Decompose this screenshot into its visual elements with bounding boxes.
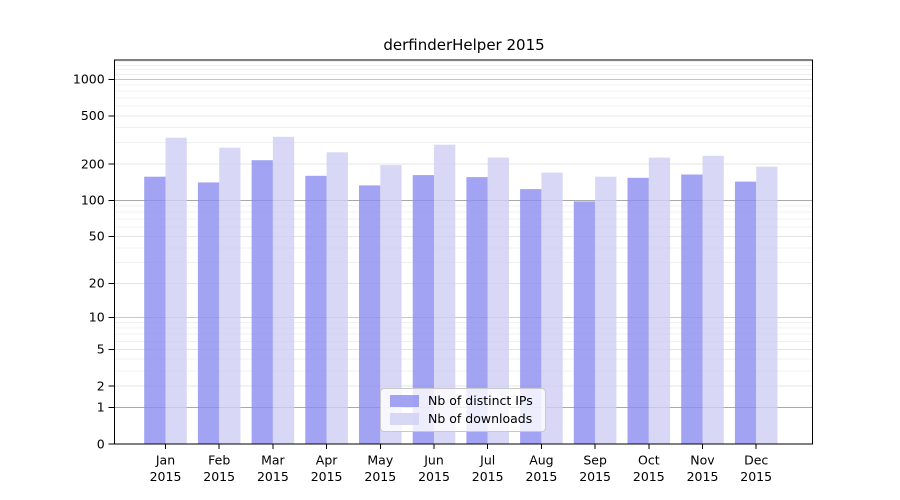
x-tick-label-year-dec: 2015 — [740, 469, 772, 484]
y-tick-label-10: 10 — [89, 310, 105, 325]
y-tick-label-20: 20 — [89, 276, 105, 291]
x-tick-label-month-feb: Feb — [208, 453, 230, 468]
bar-downloads-may — [380, 165, 402, 444]
bar-downloads-nov — [702, 155, 724, 445]
plot-border — [114, 59, 814, 445]
x-tick-label-year-sep: 2015 — [579, 469, 611, 484]
x-tick-label-year-aug: 2015 — [525, 469, 557, 484]
x-tick-label-month-jun: Jun — [423, 453, 444, 468]
bar-downloads-mar — [272, 136, 295, 445]
x-tick-label-month-nov: Nov — [690, 453, 715, 468]
x-tick-label-year-feb: 2015 — [203, 469, 235, 484]
bar-downloads-aug — [541, 172, 563, 444]
x-tick-label-month-sep: Sep — [583, 453, 607, 468]
x-tick-label-month-may: May — [367, 453, 393, 468]
bar-distinct-ips-aug — [520, 189, 542, 444]
bar-downloads-jun — [434, 144, 456, 444]
bar-downloads-feb — [219, 147, 241, 444]
legend: Nb of distinct IPs Nb of downloads — [380, 388, 546, 432]
x-tick-label-year-mar: 2015 — [257, 469, 289, 484]
x-tick-label-month-aug: Aug — [529, 453, 553, 468]
x-tick-label-month-oct: Oct — [638, 453, 660, 468]
bar-distinct-ips-jul — [466, 177, 488, 444]
bar-distinct-ips-mar — [251, 160, 273, 444]
x-tick-label-month-apr: Apr — [316, 453, 338, 468]
x-tick-label-month-dec: Dec — [744, 453, 768, 468]
x-tick-label-year-jul: 2015 — [472, 469, 504, 484]
x-tick-label-year-oct: 2015 — [633, 469, 665, 484]
x-tick-label-month-mar: Mar — [261, 453, 285, 468]
bar-downloads-jan — [165, 137, 187, 444]
bar-distinct-ips-nov — [681, 174, 703, 444]
legend-label-downloads: Nb of downloads — [428, 411, 533, 426]
chart-title: derfinderHelper 2015 — [383, 36, 545, 54]
bar-distinct-ips-feb — [197, 182, 220, 444]
bar-downloads-apr — [326, 152, 348, 445]
y-tick-label-2: 2 — [97, 378, 105, 393]
x-tick-label-year-nov: 2015 — [687, 469, 719, 484]
y-tick-label-0: 0 — [97, 436, 105, 451]
bar-downloads-sep — [595, 176, 617, 444]
legend-item-downloads: Nb of downloads — [390, 412, 536, 426]
y-tick-label-50: 50 — [89, 229, 105, 244]
bar-distinct-ips-may — [359, 185, 381, 444]
legend-item-distinct-ips: Nb of distinct IPs — [390, 394, 536, 408]
bar-distinct-ips-sep — [573, 201, 596, 444]
bar-distinct-ips-jan — [144, 176, 166, 444]
y-tick-label-1000: 1000 — [73, 72, 105, 87]
bar-distinct-ips-apr — [305, 175, 327, 445]
legend-swatch-downloads — [390, 413, 419, 425]
y-tick-label-200: 200 — [81, 156, 105, 171]
x-tick-label-year-jan: 2015 — [150, 469, 182, 484]
bar-distinct-ips-oct — [627, 177, 649, 445]
y-tick-label-1: 1 — [97, 400, 105, 415]
x-tick-label-year-may: 2015 — [364, 469, 396, 484]
y-tick-label-500: 500 — [81, 108, 105, 123]
y-tick-label-100: 100 — [81, 193, 105, 208]
bar-downloads-oct — [648, 157, 671, 444]
bar-distinct-ips-dec — [734, 181, 757, 444]
x-tick-label-year-apr: 2015 — [311, 469, 343, 484]
bar-downloads-dec — [756, 166, 778, 444]
y-tick-label-5: 5 — [97, 342, 105, 357]
bar-downloads-jul — [487, 157, 509, 444]
legend-label-distinct-ips: Nb of distinct IPs — [428, 393, 533, 408]
x-tick-label-month-jul: Jul — [479, 453, 495, 468]
x-tick-label-month-jan: Jan — [155, 453, 175, 468]
x-tick-label-year-jun: 2015 — [418, 469, 450, 484]
bar-distinct-ips-jun — [412, 175, 434, 444]
legend-swatch-distinct-ips — [390, 395, 419, 407]
